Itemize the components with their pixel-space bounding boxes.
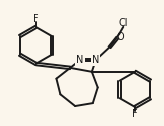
Text: N: N [92,55,99,65]
Text: Cl: Cl [119,18,128,28]
Text: N: N [76,55,84,65]
Text: F: F [132,109,138,119]
Text: O: O [117,32,124,42]
Text: F: F [33,14,39,24]
